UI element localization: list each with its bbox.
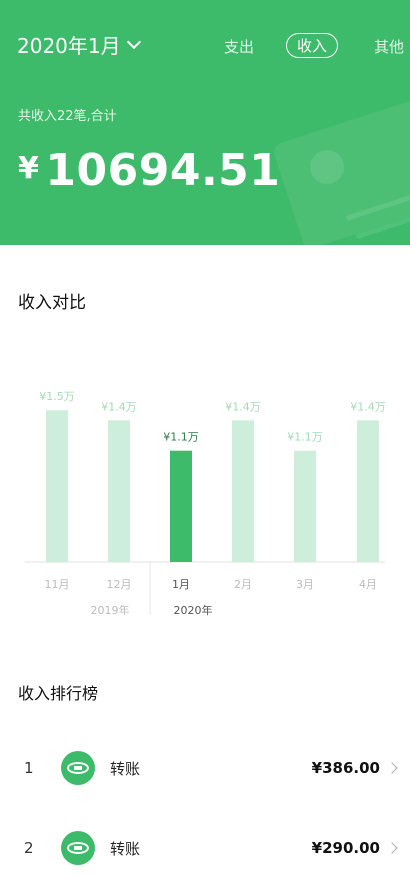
comparison-title: 收入对比 (18, 293, 86, 313)
chart-bar[interactable] (294, 450, 316, 562)
bar-value-label: ¥1.1万 (287, 431, 323, 444)
chevron-down-icon (126, 34, 141, 49)
total-value: 10694.51 (45, 145, 281, 196)
chart-bar[interactable] (357, 420, 379, 562)
tab-other[interactable]: 其他 (374, 38, 405, 56)
ranking-item[interactable]: 1 转账 ¥386.00 (0, 738, 410, 798)
bar-value-label: ¥1.5万 (39, 390, 75, 403)
wechat-transfer-icon (61, 751, 95, 785)
tab-income[interactable]: 收入 (286, 33, 339, 58)
chart-bar[interactable] (232, 420, 254, 562)
currency-symbol: ¥ (18, 151, 40, 186)
x-tick-label: 1月 (172, 578, 190, 591)
chart-bar[interactable] (108, 420, 130, 562)
summary-label: 共收入22笔,合计 (18, 109, 117, 124)
x-tick-label: 11月 (45, 578, 70, 591)
year-label: 2020年 (174, 603, 213, 617)
rank-name: 转账 (110, 839, 141, 858)
rank-name: 转账 (110, 759, 141, 778)
chevron-right-icon (386, 762, 398, 774)
rank-number: 2 (24, 839, 34, 857)
bar-value-label: ¥1.1万 (163, 431, 199, 444)
bar-value-label: ¥1.4万 (350, 400, 386, 413)
x-tick-label: 4月 (359, 578, 377, 591)
year-label: 2019年 (91, 603, 130, 617)
ranking-item[interactable]: 2 转账 ¥290.00 (0, 818, 410, 878)
x-tick-label: 2月 (234, 578, 252, 591)
month-selector[interactable]: 2020年1月 (17, 30, 141, 59)
total-amount: ¥10694.51 (18, 145, 280, 196)
x-tick-label: 3月 (296, 578, 314, 591)
bar-value-label: ¥1.4万 (225, 400, 261, 413)
x-tick-label: 12月 (107, 578, 132, 591)
chevron-right-icon (386, 842, 398, 854)
header-banner: 2020年1月 支出 收入 其他 共收入22笔,合计 ¥10694.51 (0, 0, 410, 245)
wechat-transfer-icon (61, 831, 95, 865)
rank-number: 1 (24, 759, 34, 777)
ranking-title: 收入排行榜 (18, 684, 99, 703)
chart-bar[interactable] (170, 450, 192, 562)
tab-expense[interactable]: 支出 (224, 38, 255, 56)
decorative-circle (310, 150, 344, 184)
chart-bar[interactable] (46, 410, 68, 562)
bar-value-label: ¥1.4万 (101, 400, 137, 413)
rank-amount: ¥290.00 (311, 839, 380, 857)
income-comparison-chart: ¥1.5万 11月 ¥1.4万 12月 ¥1.1万 1月 ¥1.4万 2月 ¥1.1万 3月 ¥1.… (25, 390, 386, 617)
rank-amount: ¥386.00 (311, 759, 380, 777)
month-label: 2020年1月 (17, 34, 121, 58)
